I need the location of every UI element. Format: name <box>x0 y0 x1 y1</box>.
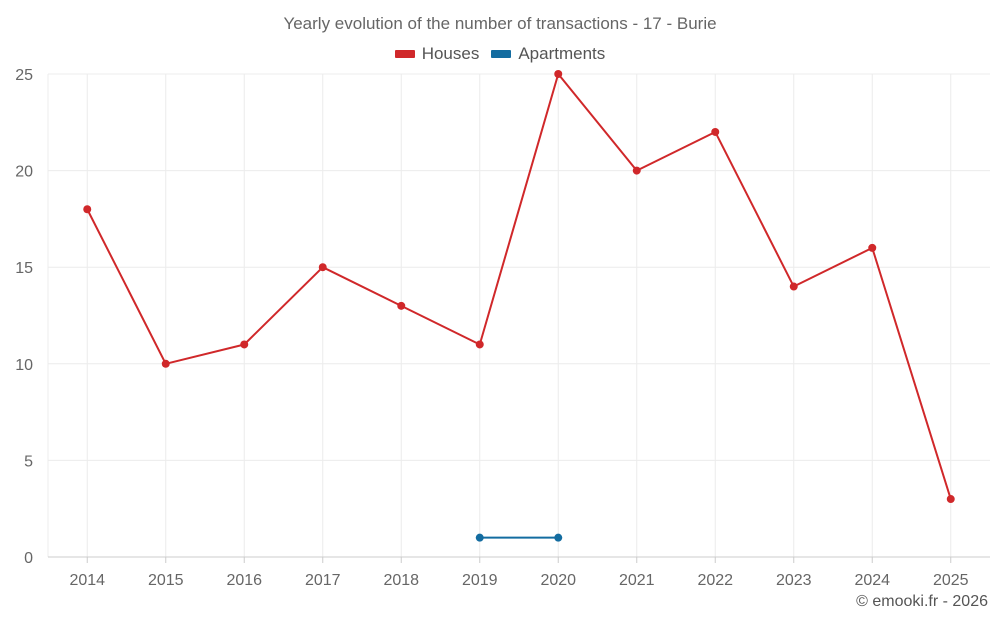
y-tick-label: 15 <box>15 260 33 277</box>
x-tick-label: 2023 <box>776 572 812 589</box>
data-point-houses <box>240 340 249 349</box>
x-tick-label: 2024 <box>854 572 890 589</box>
legend-label-apartments: Apartments <box>518 44 606 63</box>
data-point-houses <box>946 495 955 504</box>
x-tick-label: 2021 <box>619 572 655 589</box>
legend-item-houses[interactable]: Houses <box>394 44 480 64</box>
x-tick-label: 2014 <box>69 572 105 589</box>
data-point-houses <box>161 359 170 368</box>
series-apartments <box>475 533 563 542</box>
x-tick-label: 2022 <box>697 572 733 589</box>
data-point-houses <box>789 282 798 291</box>
chart-title: Yearly evolution of the number of transa… <box>283 14 717 33</box>
y-tick-label: 0 <box>24 550 33 567</box>
data-point-houses <box>83 205 92 214</box>
x-tick-label: 2025 <box>933 572 969 589</box>
x-tick-label: 2016 <box>226 572 262 589</box>
series-line-houses <box>86 73 952 500</box>
series-houses <box>83 70 955 504</box>
y-tick-label: 5 <box>24 453 33 470</box>
legend-item-apartments[interactable]: Apartments <box>491 44 605 64</box>
x-tick-label: 2015 <box>148 572 184 589</box>
data-point-apartments <box>475 533 484 542</box>
y-tick-label: 10 <box>15 357 33 374</box>
legend: Houses Apartments <box>0 44 1000 64</box>
data-point-houses <box>868 243 877 252</box>
data-point-houses <box>554 70 563 78</box>
legend-label-houses: Houses <box>421 44 480 63</box>
x-tick-label: 2017 <box>305 572 341 589</box>
data-point-houses <box>397 301 406 310</box>
data-point-apartments <box>554 533 563 542</box>
legend-swatch-apartments <box>491 50 512 58</box>
y-tick-label: 25 <box>15 67 33 84</box>
x-tick-label: 2019 <box>462 572 498 589</box>
y-tick-label: 20 <box>15 164 33 181</box>
data-point-houses <box>318 263 327 272</box>
x-tick-label: 2020 <box>540 572 576 589</box>
copyright-footer: © emooki.fr - 2026 <box>856 593 988 610</box>
x-tick-label: 2018 <box>383 572 419 589</box>
data-point-houses <box>711 127 720 136</box>
data-point-houses <box>632 166 641 175</box>
data-point-houses <box>475 340 484 349</box>
legend-swatch-houses <box>394 50 415 58</box>
